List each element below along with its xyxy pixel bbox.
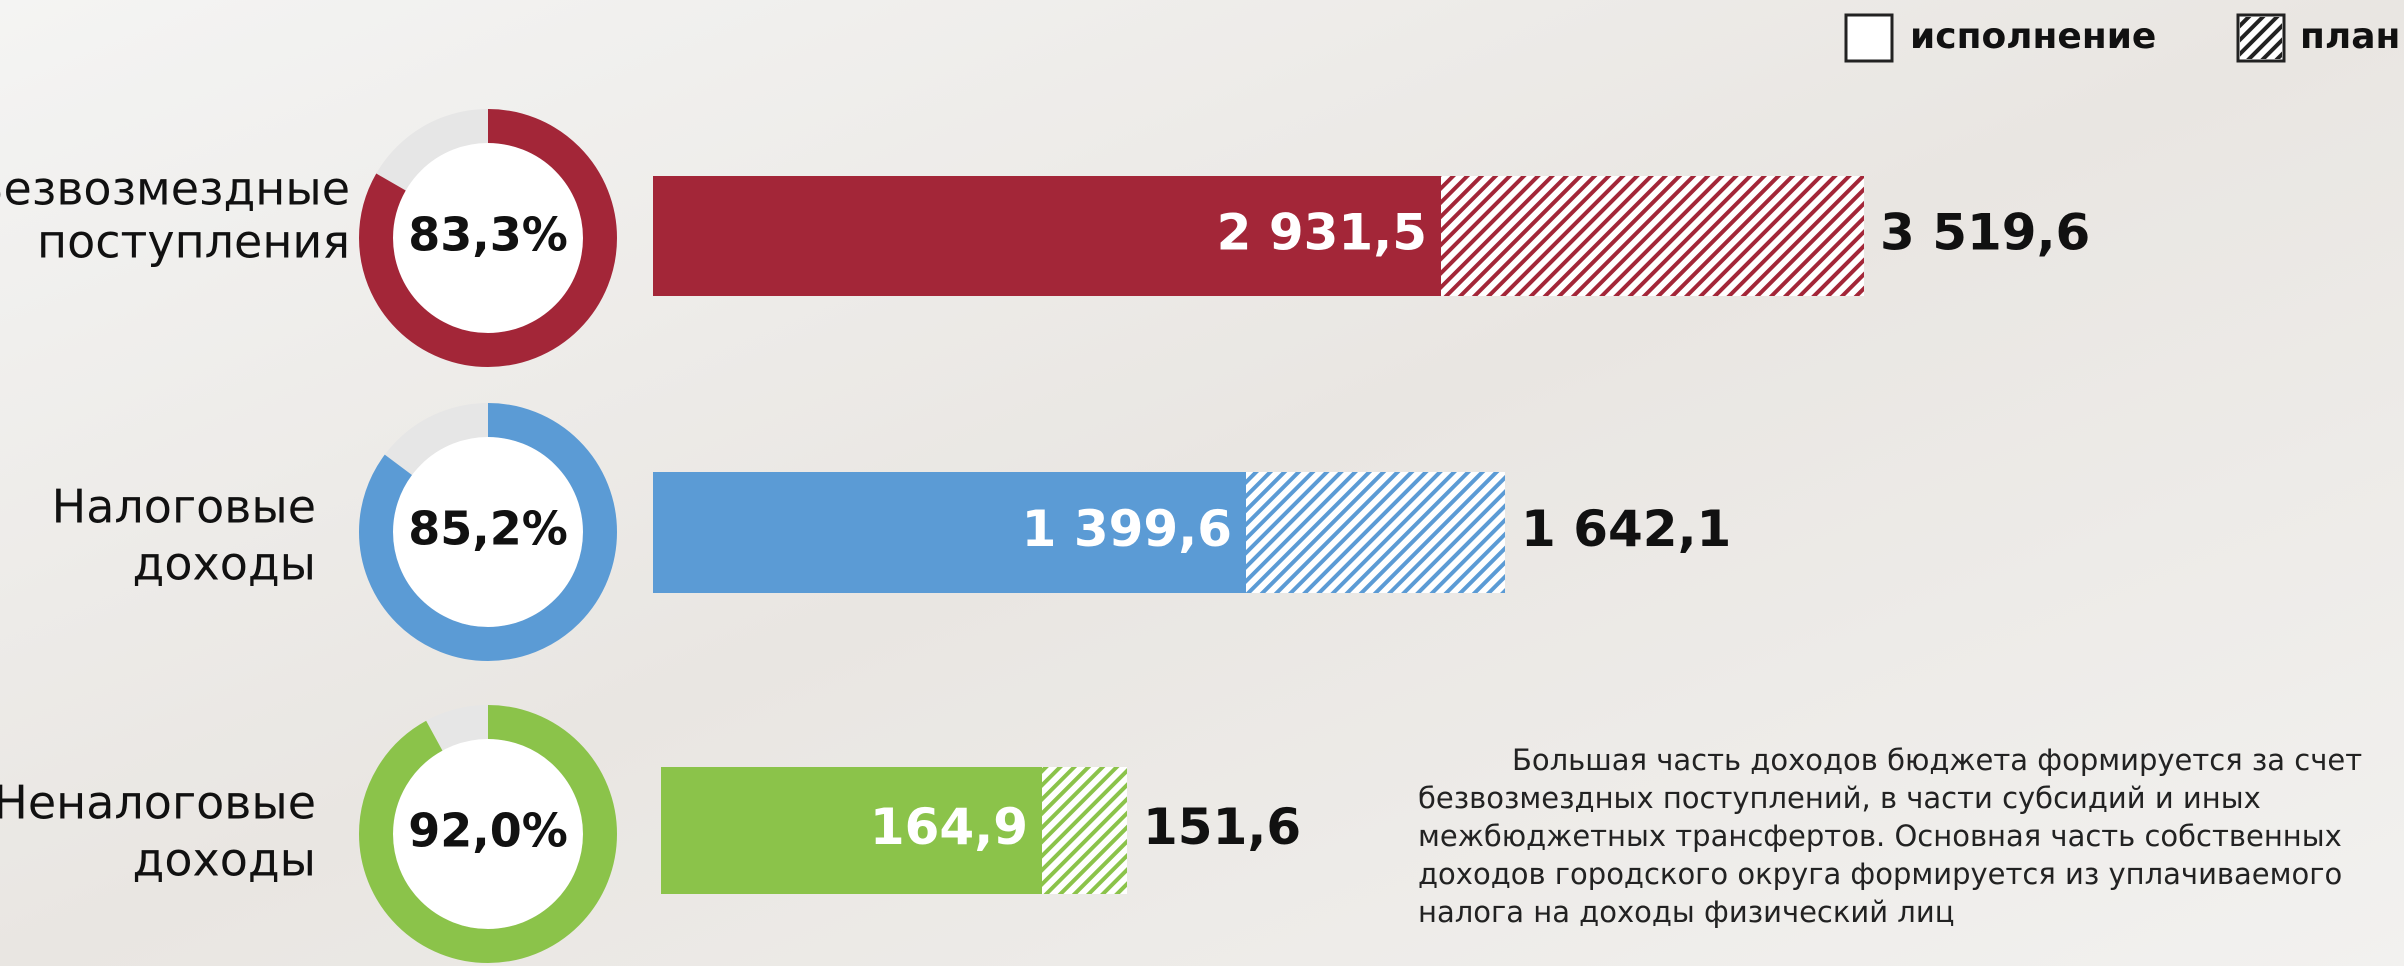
note-line: Большая часть доходов бюджета формируетс… (1512, 743, 2362, 777)
donut-arc (359, 705, 617, 963)
legend-swatch-execution (1844, 13, 1894, 63)
note-line: безвозмездных поступлений, в части субси… (1418, 781, 2261, 815)
legend-hatch (2240, 17, 2282, 59)
execution-bar (653, 472, 1246, 593)
execution-label: 1 399,6 (1022, 500, 1232, 558)
plan-bar (1042, 767, 1127, 894)
plan-label: 1 642,1 (1521, 500, 1731, 558)
execution-bar (653, 176, 1441, 296)
plan-label: 151,6 (1143, 798, 1301, 856)
donut-arc (359, 109, 617, 367)
note-line: доходов городского округа формируется из… (1418, 857, 2342, 891)
execution-bar (661, 767, 1042, 894)
row-label: Неналоговые (0, 776, 316, 830)
row-label: доходы (133, 537, 316, 591)
execution-label: 164,9 (870, 798, 1028, 856)
plan-bar (1441, 176, 1864, 296)
row-label: Налоговые (52, 480, 316, 534)
donut-percent: 85,2% (408, 502, 568, 556)
row-label: доходы (133, 833, 316, 887)
donut-percent: 92,0% (408, 804, 568, 858)
note-line: межбюджетных трансфертов. Основная часть… (1418, 819, 2342, 853)
row-label: Безвозмездные (0, 162, 350, 216)
plan-bar (1246, 472, 1505, 593)
donut-arc (359, 403, 617, 661)
donut-percent: 83,3% (408, 208, 568, 262)
legend-plan: план (2300, 16, 2400, 57)
plan-label: 3 519,6 (1880, 204, 2090, 262)
row-label: поступления (37, 215, 350, 269)
note-line: налога на доходы физический лиц (1418, 895, 1954, 929)
legend-execution: исполнение (1910, 16, 2156, 57)
legend-hatch-fill (2240, 17, 2282, 59)
execution-label: 2 931,5 (1217, 204, 1427, 262)
